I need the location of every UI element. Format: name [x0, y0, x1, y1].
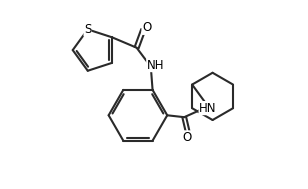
Text: NH: NH: [147, 59, 164, 72]
Text: O: O: [142, 21, 151, 34]
Text: S: S: [84, 23, 91, 36]
Text: HN: HN: [199, 102, 217, 115]
Text: O: O: [183, 131, 192, 144]
